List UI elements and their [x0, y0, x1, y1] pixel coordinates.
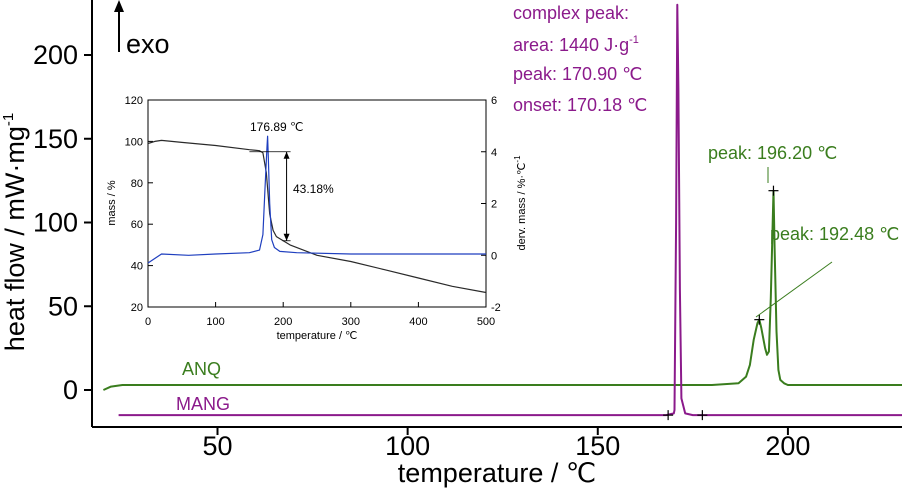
inset-y-right-tick-label: 2	[491, 199, 497, 211]
inset-x-tick-label: 100	[206, 316, 224, 328]
series-line-anq	[102, 189, 902, 391]
inset-y-right-tick-label: -2	[491, 302, 501, 314]
main-y-axis-label: heat flow / mW·mg-1	[0, 113, 30, 351]
main-y-tick-label: 50	[48, 291, 78, 321]
inset-y-left-tick-label: 120	[125, 95, 143, 107]
inset-series-group	[147, 135, 487, 294]
inset-y-right-tick-label: 6	[491, 95, 497, 107]
peak-marker	[754, 314, 765, 325]
inset-series-line-mass	[147, 139, 487, 294]
inset-y-left-tick-label: 20	[131, 302, 143, 314]
main-x-axis-label: temperature / ℃	[398, 458, 596, 488]
inset-x-tick-label: 500	[477, 316, 495, 328]
inset-y-ticks-right: -2 0 2 4 6	[481, 95, 501, 314]
peak-192-label: peak: 192.48 ℃	[770, 224, 899, 244]
peak-192-leader	[755, 261, 833, 318]
inset-frame	[147, 99, 487, 308]
inset-peak-label: 176.89 ℃	[250, 120, 304, 134]
inset-y-left-label: mass / %	[106, 180, 118, 225]
main-y-tick-label: 100	[33, 208, 78, 238]
main-x-tick-label: 50	[202, 431, 232, 461]
main-x-tick-label: 150	[575, 431, 620, 461]
peak-marker	[663, 410, 674, 421]
exo-label: exo	[126, 29, 170, 59]
main-y-axis-label-text: heat flow / mW·mg	[0, 126, 30, 351]
peak-marker	[697, 410, 708, 421]
complex-peak-area-sup: -1	[629, 34, 639, 46]
main-x-tick-label: 200	[765, 431, 810, 461]
main-y-tick-label: 200	[33, 40, 78, 70]
complex-peak-area-text: area: 1440 J·g	[513, 35, 629, 55]
inset-x-tick-label: 0	[145, 316, 151, 328]
inset-y-right-tick-label: 0	[491, 250, 497, 262]
inset-y-right-label: derv. mass / %·℃-1	[513, 155, 528, 251]
inset-y-right-label-text: derv. mass / %·℃	[516, 163, 528, 251]
mass-loss-arrowhead-bottom	[283, 233, 290, 241]
inset-x-tick-label: 300	[342, 316, 360, 328]
main-y-ticks: 0 50 100 150 200	[33, 40, 92, 405]
inset-step-indicator	[249, 151, 291, 242]
complex-peak-onset: onset: 170.18 ℃	[513, 95, 647, 115]
inset-x-axis-label: temperature / ℃	[277, 330, 358, 342]
mass-loss-arrowhead-top	[283, 151, 290, 159]
main-y-tick-label: 0	[63, 375, 78, 405]
main-markers-group	[663, 185, 779, 421]
mang-label: MANG	[176, 394, 230, 414]
exo-indicator: exo	[114, 0, 170, 59]
inset-y-left-tick-label: 80	[131, 178, 143, 190]
inset-y-left-tick-label: 60	[131, 219, 143, 231]
inset-x-tick-label: 400	[409, 316, 427, 328]
inset-y-ticks-left: 20 40 60 80 100 120	[125, 95, 153, 314]
main-x-tick-label: 100	[385, 431, 430, 461]
peak-marker	[768, 185, 779, 196]
inset-series-line-derivative	[147, 135, 486, 264]
main-x-ticks: 50 100 150 200	[202, 427, 810, 461]
inset-x-tick-label: 200	[274, 316, 292, 328]
peak-196-label: peak: 196.20 ℃	[708, 143, 837, 163]
inset-chart: 0 100 200 300 400 500 20 40 60 80 100 120 -2 0 2 4 6 t…	[106, 95, 528, 342]
inset-y-right-tick-label: 4	[491, 147, 497, 159]
inset-y-right-label-sup: -1	[513, 155, 522, 163]
main-y-tick-label: 150	[33, 124, 78, 154]
anq-label: ANQ	[182, 359, 221, 379]
inset-y-left-tick-label: 100	[125, 136, 143, 148]
inset-y-left-tick-label: 40	[131, 261, 143, 273]
main-y-axis-label-sup: -1	[0, 113, 17, 126]
exo-arrow-head	[114, 0, 124, 12]
complex-peak-area: area: 1440 J·g-1	[513, 34, 639, 55]
main-annotations: ANQ MANG complex peak: area: 1440 J·g-1 …	[176, 3, 899, 414]
complex-peak-peak: peak: 170.90 ℃	[513, 64, 642, 84]
complex-peak-title: complex peak:	[513, 3, 629, 23]
inset-x-ticks: 0 100 200 300 400 500	[145, 302, 495, 328]
inset-mass-loss-label: 43.18%	[293, 182, 334, 196]
